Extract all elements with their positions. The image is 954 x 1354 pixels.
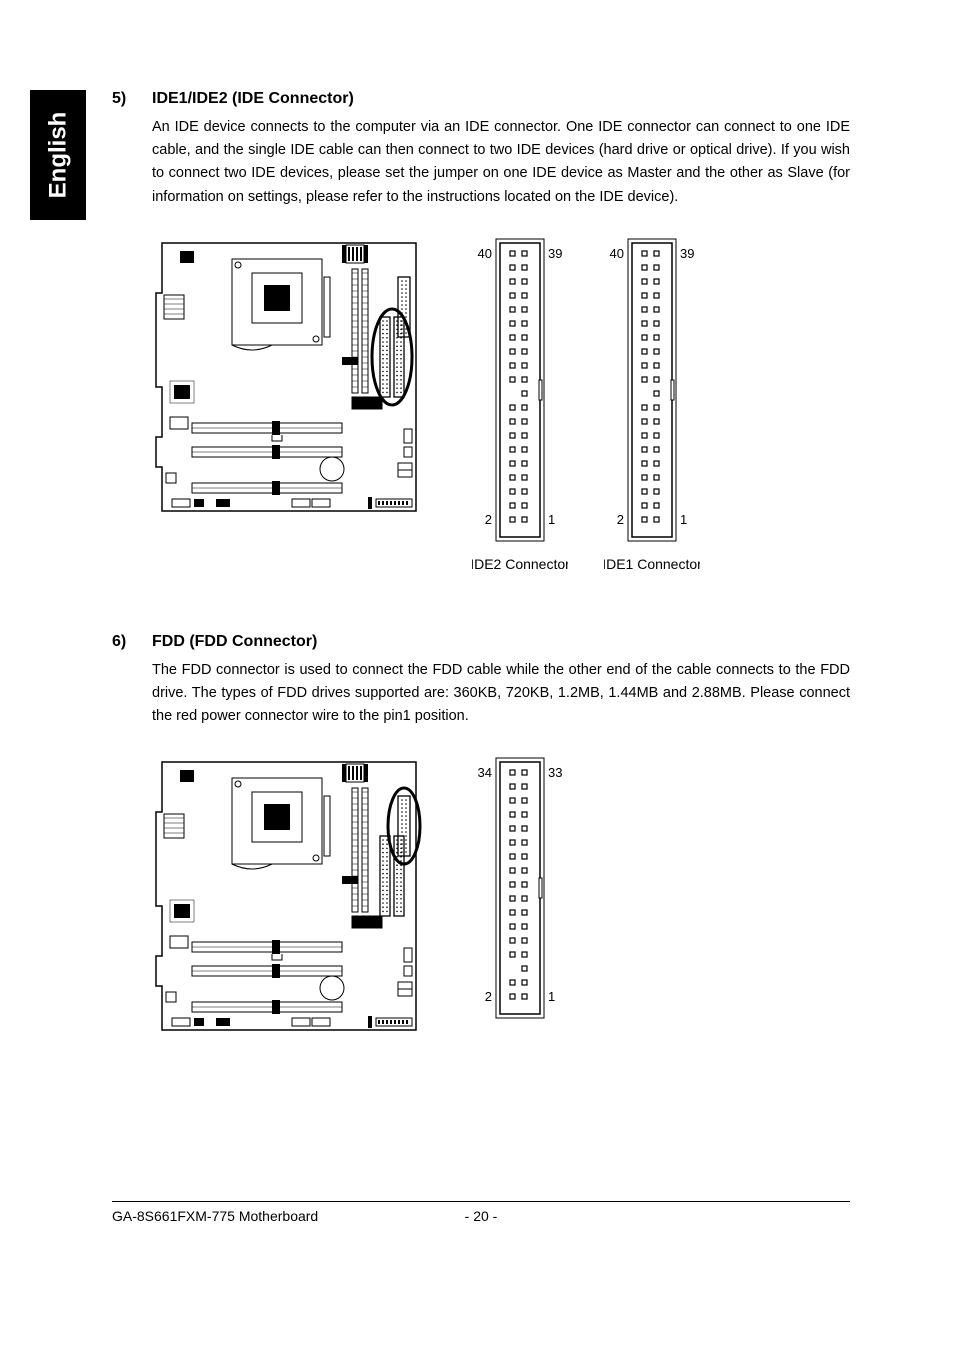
- section-5-body: An IDE device connects to the computer v…: [152, 116, 850, 209]
- page-footer: GA-8S661FXM-775 Motherboard - 20 -: [112, 1201, 850, 1224]
- svg-text:1: 1: [548, 512, 555, 527]
- section-6: 6) FDD (FDD Connector) The FDD connector…: [112, 633, 850, 729]
- svg-text:40: 40: [610, 246, 624, 261]
- svg-text:1: 1: [548, 989, 555, 1004]
- language-tab: English: [30, 90, 86, 220]
- ide-connector-diagrams: 40 39 2 1 IDE2 Connector 40 39 2 1 IDE1 Connector: [472, 237, 700, 573]
- section-6-number: 6): [112, 633, 136, 651]
- section-5-number: 5): [112, 90, 136, 108]
- svg-text:IDE2 Connector: IDE2 Connector: [472, 556, 568, 572]
- svg-text:33: 33: [548, 765, 562, 780]
- svg-text:34: 34: [478, 765, 492, 780]
- svg-text:2: 2: [485, 989, 492, 1004]
- svg-text:1: 1: [680, 512, 687, 527]
- svg-text:2: 2: [485, 512, 492, 527]
- section-5-title: IDE1/IDE2 (IDE Connector): [152, 90, 850, 108]
- language-label: English: [44, 112, 72, 199]
- fdd-connector-diagram: 34 33 2 1: [472, 756, 568, 1024]
- motherboard-diagram-ide: [152, 237, 422, 517]
- svg-text:IDE1 Connector: IDE1 Connector: [604, 556, 700, 572]
- svg-text:39: 39: [680, 246, 694, 261]
- section-5: 5) IDE1/IDE2 (IDE Connector) An IDE devi…: [112, 90, 850, 209]
- section-6-diagrams: 34 33 2 1: [152, 756, 850, 1036]
- svg-text:39: 39: [548, 246, 562, 261]
- section-6-title: FDD (FDD Connector): [152, 633, 850, 651]
- footer-page-number: - 20 -: [465, 1208, 498, 1224]
- page-content: 5) IDE1/IDE2 (IDE Connector) An IDE devi…: [112, 90, 850, 1036]
- svg-text:40: 40: [478, 246, 492, 261]
- ide2-connector: 40 39 2 1 IDE2 Connector: [472, 237, 568, 573]
- section-5-diagrams: 40 39 2 1 IDE2 Connector 40 39 2 1 IDE1 Connector: [152, 237, 850, 573]
- ide1-connector: 40 39 2 1 IDE1 Connector: [604, 237, 700, 573]
- motherboard-diagram-fdd: [152, 756, 422, 1036]
- svg-text:2: 2: [617, 512, 624, 527]
- section-6-body: The FDD connector is used to connect the…: [152, 659, 850, 729]
- fdd-connector: 34 33 2 1: [472, 756, 568, 1024]
